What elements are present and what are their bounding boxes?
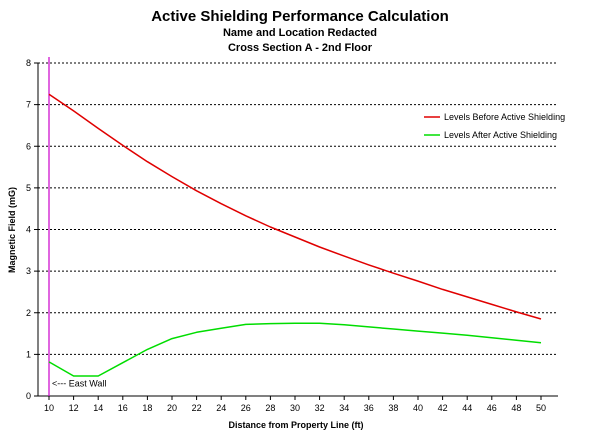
x-tick-label-50: 50 xyxy=(536,403,546,413)
x-tick-label-28: 28 xyxy=(265,403,275,413)
y-tick-label-0: 0 xyxy=(26,391,31,401)
y-tick-label-4: 4 xyxy=(26,225,31,235)
x-tick-label-40: 40 xyxy=(413,403,423,413)
x-tick-label-26: 26 xyxy=(241,403,251,413)
x-tick-label-44: 44 xyxy=(462,403,472,413)
chart-titles: Active Shielding Performance Calculation… xyxy=(0,8,600,56)
x-tick-label-42: 42 xyxy=(438,403,448,413)
chart-title: Active Shielding Performance Calculation xyxy=(151,8,449,25)
series-line-2 xyxy=(48,322,542,377)
x-tick-label-36: 36 xyxy=(364,403,374,413)
x-axis-label: Distance from Property Line (ft) xyxy=(228,420,363,430)
chart-subtitle-2: Cross Section A - 2nd Floor xyxy=(227,42,373,54)
grid-lines xyxy=(38,62,558,355)
y-tick-label-8: 8 xyxy=(26,58,31,68)
x-tick-label-48: 48 xyxy=(511,403,521,413)
y-tick-label-7: 7 xyxy=(26,100,31,110)
series-lines xyxy=(48,93,542,377)
y-tick-label-1: 1 xyxy=(26,349,31,359)
y-tick-labels: 0 1 2 3 4 5 6 7 8 xyxy=(26,58,38,401)
x-tick-label-18: 18 xyxy=(142,403,152,413)
x-tick-label-14: 14 xyxy=(93,403,103,413)
legend-label-2: Levels After Active Shielding xyxy=(444,130,557,140)
y-axis-label: Magnetic Field (mG) xyxy=(7,187,17,273)
x-tick-label-20: 20 xyxy=(167,403,177,413)
y-tick-label-5: 5 xyxy=(26,183,31,193)
x-tick-label-34: 34 xyxy=(339,403,349,413)
x-tick-label-32: 32 xyxy=(315,403,325,413)
y-tick-label-2: 2 xyxy=(26,308,31,318)
east-wall-annotation: <--- East Wall xyxy=(52,379,106,389)
x-tick-label-16: 16 xyxy=(118,403,128,413)
x-tick-label-38: 38 xyxy=(388,403,398,413)
y-tick-label-3: 3 xyxy=(26,266,31,276)
x-tick-label-12: 12 xyxy=(69,403,79,413)
x-tick-label-24: 24 xyxy=(216,403,226,413)
x-tick-label-22: 22 xyxy=(192,403,202,413)
x-tick-label-10: 10 xyxy=(44,403,54,413)
series-line-1 xyxy=(48,93,542,320)
x-tick-labels: 10 12 14 16 18 20 22 24 26 28 30 32 34 36 38 40 42 44 46 48… xyxy=(44,396,546,413)
legend: Levels Before Active Shielding Levels Aft… xyxy=(424,112,565,140)
x-tick-label-46: 46 xyxy=(487,403,497,413)
legend-label-1: Levels Before Active Shielding xyxy=(444,112,565,122)
y-tick-label-6: 6 xyxy=(26,141,31,151)
x-tick-label-30: 30 xyxy=(290,403,300,413)
chart-subtitle-1: Name and Location Redacted xyxy=(222,27,378,39)
